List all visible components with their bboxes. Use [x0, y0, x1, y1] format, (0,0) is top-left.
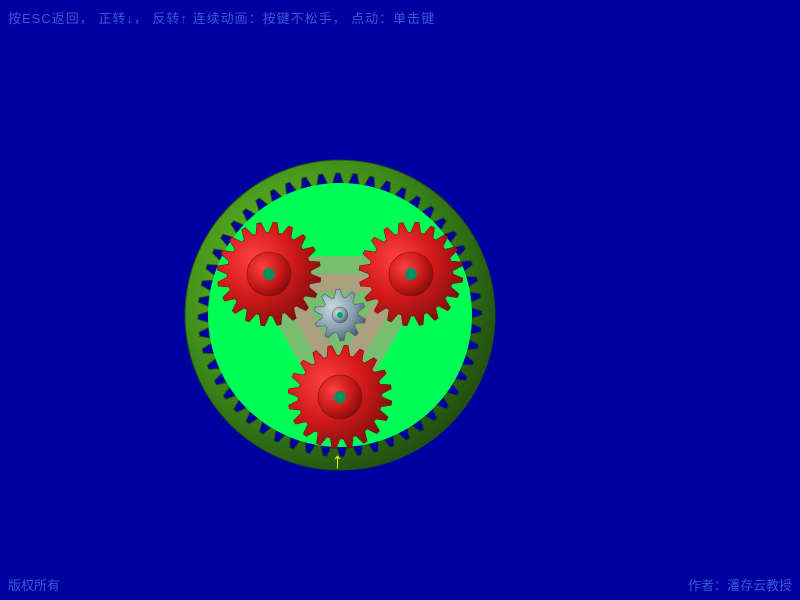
- planetary-gear-diagram: [180, 155, 500, 475]
- copyright-text: 版权所有: [8, 575, 60, 594]
- up-arrow-indicator: ↑: [332, 448, 343, 474]
- instructions-text: 按ESC返回， 正转↓， 反转↑ 连续动画：按键不松手， 点动：单击键: [8, 8, 435, 27]
- author-text: 作者：潘存云教授: [688, 575, 792, 594]
